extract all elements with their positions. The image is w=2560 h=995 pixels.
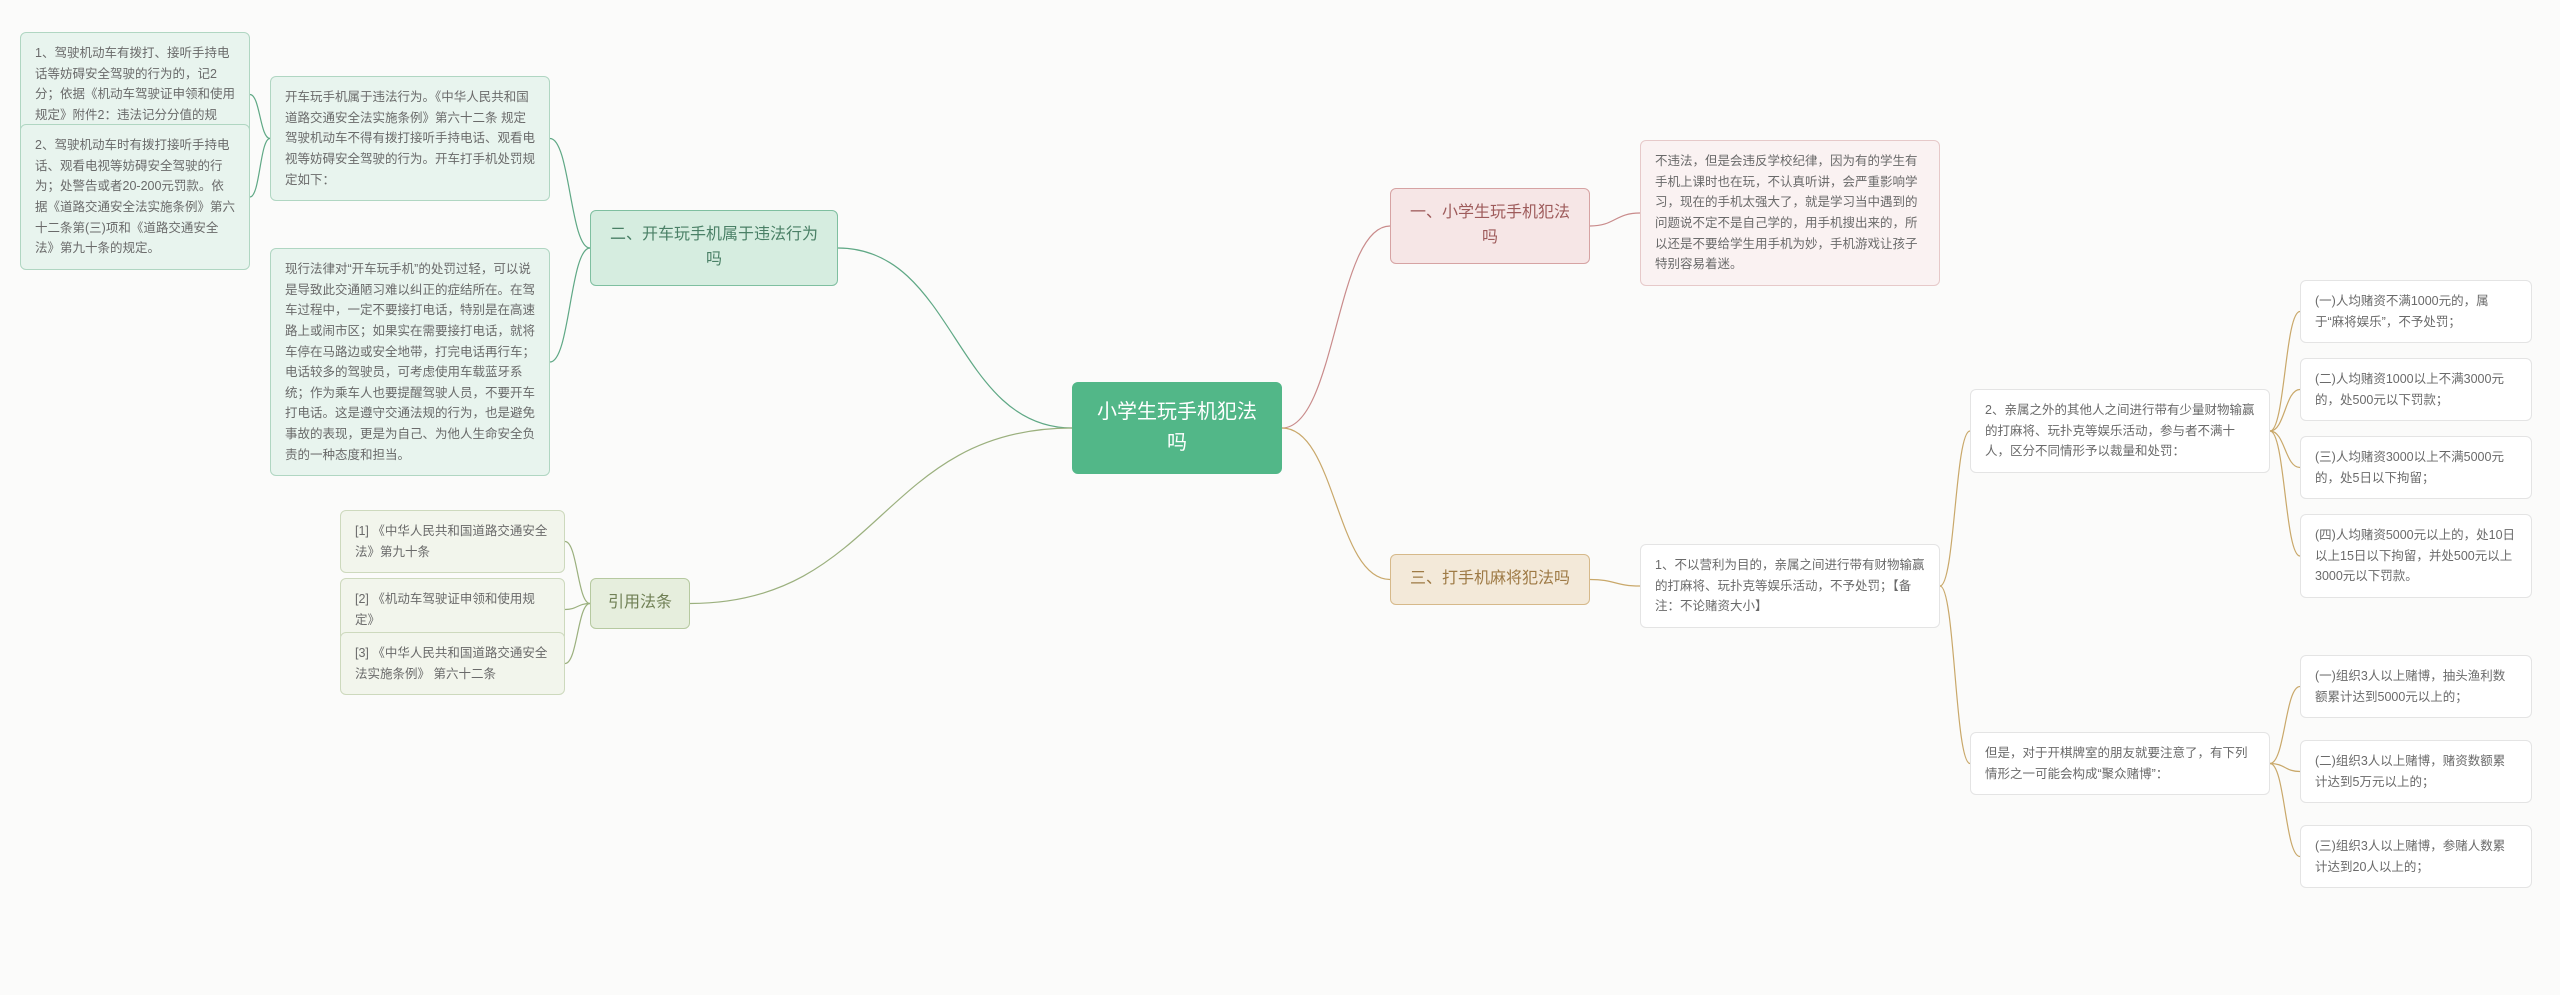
connector bbox=[550, 139, 590, 249]
node-n3b1: (一)人均赌资不满1000元的，属于“麻将娱乐”，不予处罚； bbox=[2300, 280, 2532, 343]
node-n1a: 不违法，但是会违反学校纪律，因为有的学生有手机上课时也在玩，不认真听讲，会严重影… bbox=[1640, 140, 1940, 286]
node-t4: 引用法条 bbox=[590, 578, 690, 629]
connector bbox=[2270, 764, 2300, 772]
connector bbox=[1590, 213, 1640, 226]
connector bbox=[2270, 431, 2300, 556]
connector bbox=[550, 248, 590, 362]
connector bbox=[565, 604, 590, 610]
connector bbox=[690, 428, 1072, 604]
connector bbox=[2270, 764, 2300, 857]
node-n4c: [3] 《中华人民共和国道路交通安全法实施条例》 第六十二条 bbox=[340, 632, 565, 695]
node-n3b3: (三)人均赌资3000以上不满5000元的，处5日以下拘留； bbox=[2300, 436, 2532, 499]
node-root: 小学生玩手机犯法吗 bbox=[1072, 382, 1282, 474]
node-n3b2: (二)人均赌资1000以上不满3000元的，处500元以下罚款； bbox=[2300, 358, 2532, 421]
connector bbox=[1590, 580, 1640, 587]
node-n4a: [1] 《中华人民共和国道路交通安全法》第九十条 bbox=[340, 510, 565, 573]
connector bbox=[250, 95, 270, 139]
node-n3c3: (三)组织3人以上赌博，参赌人数累计达到20人以上的； bbox=[2300, 825, 2532, 888]
connector bbox=[565, 604, 590, 664]
node-n2b: 现行法律对“开车玩手机”的处罚过轻，可以说是导致此交通陋习难以纠正的症结所在。在… bbox=[270, 248, 550, 476]
connector bbox=[838, 248, 1072, 428]
connector bbox=[2270, 687, 2300, 764]
connector bbox=[1282, 428, 1390, 580]
node-n3b4: (四)人均赌资5000元以上的，处10日以上15日以下拘留，并处500元以上30… bbox=[2300, 514, 2532, 598]
connector bbox=[565, 542, 590, 604]
node-n3c: 但是，对于开棋牌室的朋友就要注意了，有下列情形之一可能会构成“聚众赌博”： bbox=[1970, 732, 2270, 795]
connector bbox=[1940, 586, 1970, 764]
connector bbox=[1282, 226, 1390, 428]
connector bbox=[2270, 390, 2300, 432]
node-n3b: 2、亲属之外的其他人之间进行带有少量财物输赢的打麻将、玩扑克等娱乐活动，参与者不… bbox=[1970, 389, 2270, 473]
connector bbox=[2270, 431, 2300, 468]
node-n3c2: (二)组织3人以上赌博，赌资数额累计达到5万元以上的； bbox=[2300, 740, 2532, 803]
node-t3: 三、打手机麻将犯法吗 bbox=[1390, 554, 1590, 605]
connector bbox=[1940, 431, 1970, 586]
node-t1: 一、小学生玩手机犯法吗 bbox=[1390, 188, 1590, 264]
node-n2a: 开车玩手机属于违法行为。《中华人民共和国道路交通安全法实施条例》第六十二条 规定… bbox=[270, 76, 550, 201]
node-n2a2: 2、驾驶机动车时有拨打接听手持电话、观看电视等妨碍安全驾驶的行为；处警告或者20… bbox=[20, 124, 250, 270]
connector bbox=[250, 139, 270, 198]
node-n3c1: (一)组织3人以上赌博，抽头渔利数额累计达到5000元以上的； bbox=[2300, 655, 2532, 718]
node-n3a: 1、不以营利为目的，亲属之间进行带有财物输赢的打麻将、玩扑克等娱乐活动，不予处罚… bbox=[1640, 544, 1940, 628]
node-t2: 二、开车玩手机属于违法行为吗 bbox=[590, 210, 838, 286]
connector bbox=[2270, 312, 2300, 432]
